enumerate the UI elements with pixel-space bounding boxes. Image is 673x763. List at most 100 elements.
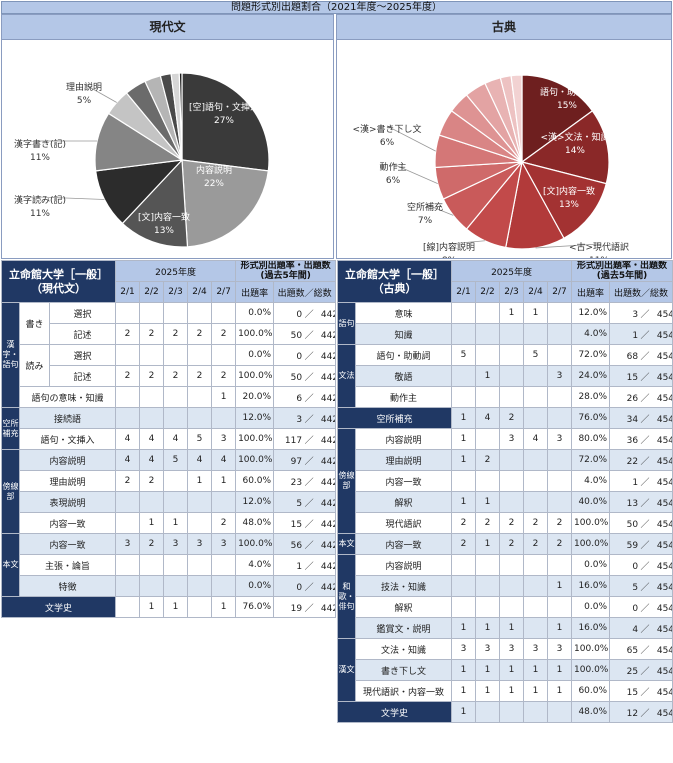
pie-slice-label: <漢>書き下し文 (352, 123, 421, 135)
count-value: 56／ 442 (273, 533, 337, 555)
date-value (499, 365, 524, 387)
count-total: 454 (656, 309, 673, 320)
rate-value: 100.0% (235, 428, 275, 450)
pie-slice (521, 74, 594, 164)
table-row: 文法 語句・助動詞 5 5 72.0% 68 ／ 454 (337, 344, 673, 408)
count-value: 34 ／ 454 (609, 407, 673, 429)
count-number: 34 (626, 414, 639, 425)
date-value: 3 (546, 428, 573, 450)
table-header-row: 2/1 2/2 2/3 2/4 2/7 出題率 出題数／総数 (338, 281, 673, 303)
count-value: 15 ／ 454 (609, 365, 673, 387)
count-slash: ／ (640, 582, 650, 593)
date-header: 2/1 (451, 281, 476, 303)
count-total: 442 (320, 393, 335, 404)
date-value: 3 (451, 638, 476, 660)
count-total: 442 (320, 309, 335, 320)
count-number: 50 (290, 372, 303, 383)
date-value (187, 554, 213, 576)
date-value (115, 512, 141, 534)
count-value: 0 ／ 454 (609, 554, 673, 576)
date-value: 3 (523, 638, 548, 660)
count-total: 442 (320, 351, 335, 362)
date-value (546, 302, 573, 324)
date-header: 2/2 (139, 281, 165, 303)
pie-slice-label: 漢字書き(記) (14, 138, 66, 150)
count-number: 59 (626, 540, 639, 551)
rate-value: 16.0% (571, 575, 611, 597)
count-slash: ／ (640, 603, 650, 614)
rate-value: 0.0% (235, 575, 275, 597)
date-value: 1 (475, 365, 500, 387)
date-value (187, 512, 213, 534)
date-value: 1 (187, 470, 213, 492)
count-slash: ／ (640, 540, 650, 551)
row-label: 書き下し文 (355, 659, 452, 681)
date-value (546, 470, 573, 492)
pie-slice (510, 74, 523, 163)
rate-value: 40.0% (571, 491, 611, 513)
category-label: 傍線部 (337, 428, 356, 534)
date-value (163, 575, 189, 597)
rate-value: 100.0% (571, 659, 611, 681)
row-label: 特徴 (18, 575, 117, 597)
count-number: 3 (296, 414, 303, 425)
date-value (499, 386, 524, 408)
date-value: 1 (475, 680, 500, 702)
table-row: 空所補充 1 4 2 76.0% 34 ／ 454 (337, 407, 673, 429)
count-slash: ／ (304, 540, 314, 551)
category-label: 本文 (337, 533, 356, 555)
date-value (187, 302, 213, 324)
table-row: 表現説明 12.0% 5／ 442 (2, 491, 337, 513)
count-total: 454 (656, 645, 673, 656)
date-header: 2/4 (523, 281, 548, 303)
table-row: 動作主 28.0% 26 ／ 454 (338, 386, 673, 408)
date-value (499, 575, 524, 597)
date-value (546, 407, 573, 429)
date-value (163, 386, 189, 408)
pie-slice-percent: 13% (559, 200, 579, 210)
rate-value: 76.0% (235, 596, 275, 618)
date-value (115, 302, 141, 324)
count-number: 0 (296, 582, 303, 593)
date-value: 2 (139, 323, 165, 345)
date-value: 4 (475, 407, 500, 429)
row-label: 語句・助動詞 (355, 344, 452, 366)
stat-header-title: 形式別出題率・出題数 (577, 261, 668, 272)
table-row: 特徴 0.0% 0／ 442 (2, 575, 337, 597)
date-value: 2 (115, 365, 141, 387)
table-row: 現代語訳 2 2 2 2 2 100.0% 50 ／ 454 (338, 512, 673, 534)
date-value: 2 (451, 533, 476, 555)
date-value (187, 575, 213, 597)
date-value (523, 701, 548, 723)
date-value (163, 491, 189, 513)
count-total: 442 (320, 477, 335, 488)
table-row: 解釈 0.0% 0 ／ 454 (338, 596, 673, 618)
row-label: 理由説明 (355, 449, 452, 471)
count-slash: ／ (304, 561, 314, 572)
count-total: 454 (656, 498, 673, 509)
pie-leader-line (39, 196, 105, 200)
date-value (499, 554, 524, 576)
count-total: 454 (656, 456, 673, 467)
date-value: 4 (187, 449, 213, 471)
date-value: 1 (546, 575, 573, 597)
row-label: 文学史 (0, 596, 117, 618)
table-row: 解釈 1 1 40.0% 13 ／ 454 (338, 491, 673, 513)
date-value (139, 554, 165, 576)
pie-slice-percent: 8% (442, 256, 457, 258)
stat-header: 形式別出題率・出題数 (過去5年間) (235, 260, 337, 282)
rate-value: 76.0% (571, 407, 611, 429)
table-row: 技法・知識 1 16.0% 5 ／ 454 (338, 575, 673, 597)
table-row: 語句 意味 1 1 12.0% 3 ／ 454 (337, 302, 673, 345)
count-number: 0 (632, 603, 639, 614)
rate-value: 0.0% (235, 302, 275, 324)
date-value: 4 (139, 428, 165, 450)
date-value: 1 (475, 533, 500, 555)
table-row: 語句の意味・知識 120.0% 6／ 442 (2, 386, 337, 408)
school-name: 立命館大学［一般］ (9, 267, 109, 281)
date-value: 2 (211, 365, 237, 387)
koten-chart-title: 古典 (337, 15, 671, 40)
date-value (115, 575, 141, 597)
